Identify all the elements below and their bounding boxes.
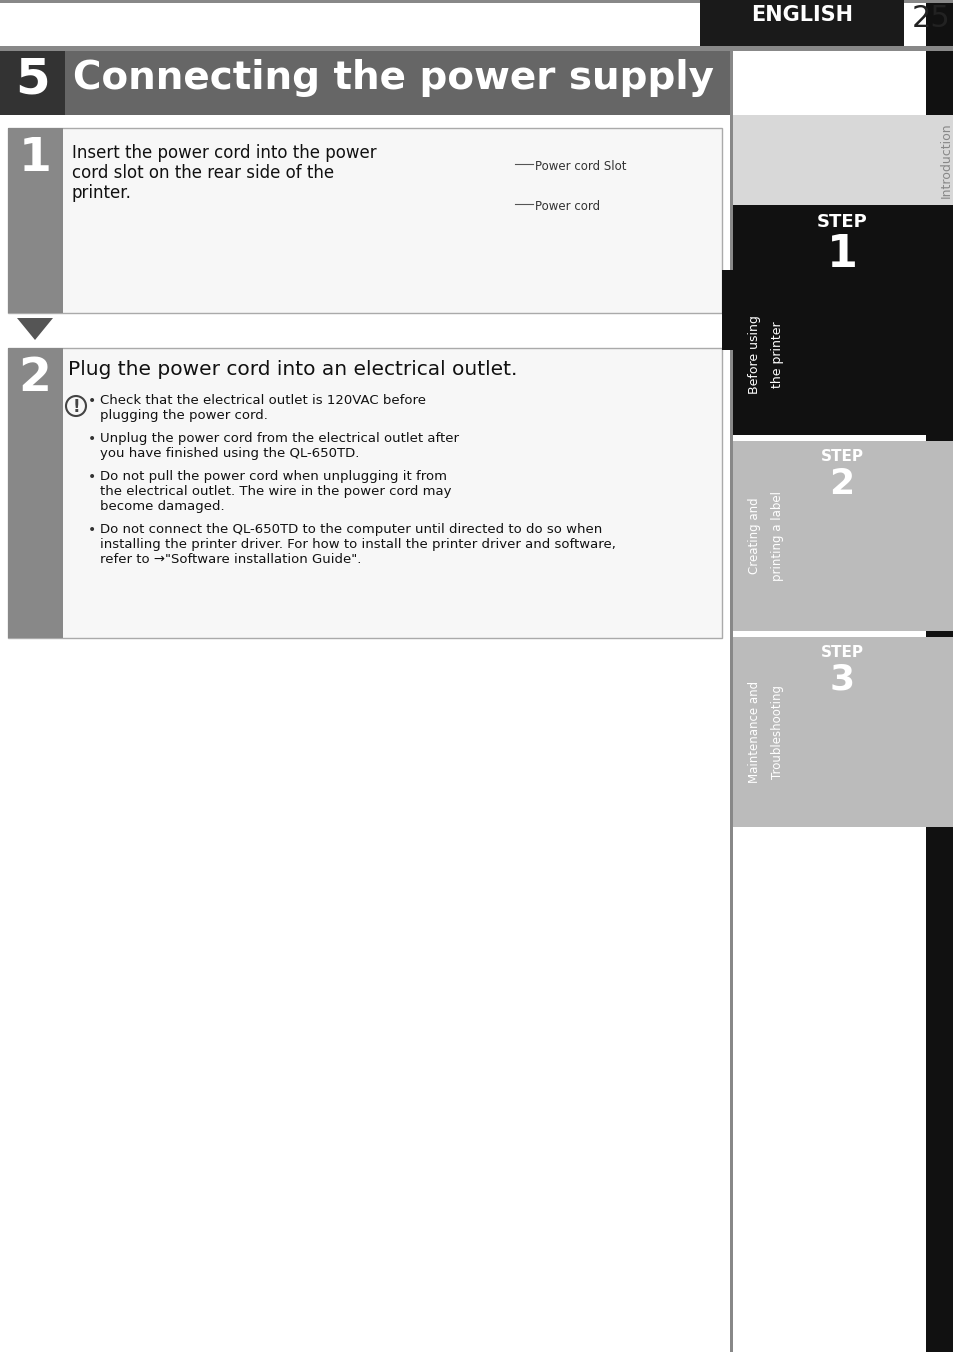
Text: 1: 1 bbox=[825, 233, 857, 276]
Bar bbox=[925, 0, 953, 1352]
Text: Before using: Before using bbox=[748, 315, 760, 395]
Text: plugging the power cord.: plugging the power cord. bbox=[100, 410, 268, 422]
Text: •: • bbox=[88, 393, 96, 408]
Text: the electrical outlet. The wire in the power cord may: the electrical outlet. The wire in the p… bbox=[100, 485, 451, 498]
Bar bbox=[8, 128, 63, 314]
Text: 25: 25 bbox=[911, 4, 950, 32]
Text: Connecting the power supply: Connecting the power supply bbox=[73, 59, 713, 97]
Text: ENGLISH: ENGLISH bbox=[750, 5, 852, 24]
Text: STEP: STEP bbox=[820, 449, 862, 464]
Text: Unplug the power cord from the electrical outlet after: Unplug the power cord from the electrica… bbox=[100, 433, 458, 445]
Text: refer to →"Software installation Guide".: refer to →"Software installation Guide". bbox=[100, 553, 361, 566]
Polygon shape bbox=[17, 318, 53, 339]
Bar bbox=[732, 206, 953, 435]
Text: Introduction: Introduction bbox=[939, 122, 951, 197]
Bar bbox=[729, 51, 732, 1352]
Text: become damaged.: become damaged. bbox=[100, 500, 224, 512]
Text: Power cord: Power cord bbox=[535, 200, 599, 214]
Text: Do not pull the power cord when unplugging it from: Do not pull the power cord when unpluggi… bbox=[100, 470, 447, 483]
Text: 2: 2 bbox=[828, 466, 854, 502]
Text: 3: 3 bbox=[828, 662, 854, 698]
Bar bbox=[8, 347, 721, 638]
Bar bbox=[0, 0, 953, 3]
Text: cord slot on the rear side of the: cord slot on the rear side of the bbox=[71, 164, 334, 183]
Text: you have finished using the QL-650TD.: you have finished using the QL-650TD. bbox=[100, 448, 359, 460]
Text: Do not connect the QL-650TD to the computer until directed to do so when: Do not connect the QL-650TD to the compu… bbox=[100, 523, 601, 535]
Bar bbox=[721, 270, 732, 350]
Text: Power cord Slot: Power cord Slot bbox=[535, 160, 626, 173]
Text: 2: 2 bbox=[18, 356, 51, 402]
Text: printing a label: printing a label bbox=[771, 491, 783, 581]
Text: •: • bbox=[88, 470, 96, 484]
Text: installing the printer driver. For how to install the printer driver and softwar: installing the printer driver. For how t… bbox=[100, 538, 616, 552]
Bar bbox=[732, 637, 953, 827]
Text: STEP: STEP bbox=[820, 645, 862, 660]
Text: Creating and: Creating and bbox=[748, 498, 760, 575]
Bar bbox=[8, 347, 63, 638]
Text: Insert the power cord into the power: Insert the power cord into the power bbox=[71, 145, 376, 162]
Bar bbox=[0, 51, 729, 115]
Text: •: • bbox=[88, 433, 96, 446]
Bar bbox=[729, 51, 732, 115]
Text: Plug the power cord into an electrical outlet.: Plug the power cord into an electrical o… bbox=[68, 360, 517, 379]
Text: Maintenance and: Maintenance and bbox=[748, 681, 760, 783]
Text: 5: 5 bbox=[15, 55, 50, 103]
Text: the printer: the printer bbox=[771, 322, 783, 388]
Bar bbox=[732, 441, 953, 631]
Text: STEP: STEP bbox=[816, 214, 866, 231]
Bar bbox=[732, 206, 953, 274]
Text: 1: 1 bbox=[18, 137, 51, 181]
Text: !: ! bbox=[72, 397, 80, 416]
Bar bbox=[8, 128, 721, 314]
Bar bbox=[700, 0, 903, 49]
Text: Troubleshooting: Troubleshooting bbox=[771, 685, 783, 779]
Text: Check that the electrical outlet is 120VAC before: Check that the electrical outlet is 120V… bbox=[100, 393, 426, 407]
Text: •: • bbox=[88, 523, 96, 537]
Bar bbox=[0, 46, 953, 51]
Bar bbox=[732, 115, 953, 206]
Bar bbox=[0, 51, 65, 115]
Text: printer.: printer. bbox=[71, 184, 132, 201]
